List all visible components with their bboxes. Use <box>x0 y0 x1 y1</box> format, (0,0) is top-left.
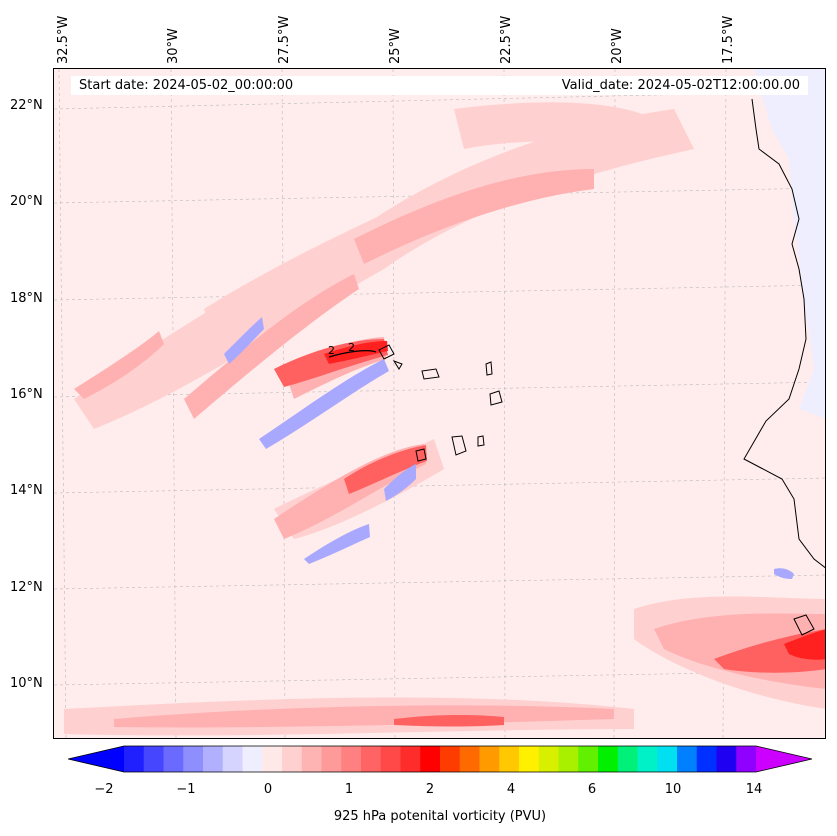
lat-label: 10°N <box>10 676 43 691</box>
colorbar-segment <box>242 746 263 772</box>
islands <box>378 344 815 636</box>
colorbar-tick-label: 0 <box>263 782 273 797</box>
lon-label: 32.5°W <box>56 15 71 64</box>
colorbar-tick-label: 4 <box>506 782 516 797</box>
coastline <box>743 98 825 569</box>
colorbar-segment <box>637 746 658 772</box>
colorbar-segment <box>163 746 184 772</box>
lon-label: 25°W <box>388 28 403 64</box>
colorbar-over-arrow <box>756 746 812 772</box>
lat-label: 22°N <box>10 98 43 113</box>
colorbar-title: 925 hPa potenital vorticity (PVU) <box>333 809 547 824</box>
colorbar-segment <box>400 746 421 772</box>
colorbar-tick-label: 6 <box>587 782 597 797</box>
lat-label: 14°N <box>10 483 43 498</box>
colorbar-tick-label: 14 <box>745 782 763 797</box>
colorbar-segment <box>440 746 461 772</box>
lon-label: 22.5°W <box>499 15 514 64</box>
colorbar-segment <box>262 746 283 772</box>
colorbar-segment <box>499 746 520 772</box>
colorbar-segment <box>222 746 243 772</box>
colorbar <box>68 745 812 773</box>
lon-label: 17.5°W <box>721 15 736 64</box>
colorbar-segment <box>321 746 342 772</box>
colorbar-segment <box>301 746 322 772</box>
lon-label: 27.5°W <box>277 15 292 64</box>
colorbar-segment <box>617 746 638 772</box>
lon-label: 20°W <box>610 28 625 64</box>
date-info-bar: Start date: 2024-05-02_00:00:00 Valid_da… <box>71 76 808 95</box>
lat-label: 18°N <box>10 291 43 306</box>
pv-field-negative <box>224 317 794 579</box>
colorbar-segment <box>519 746 540 772</box>
colorbar-segment <box>479 746 500 772</box>
colorbar-segment <box>558 746 579 772</box>
land-tint <box>754 69 825 419</box>
colorbar-segment <box>598 746 619 772</box>
colorbar-tick-label: −2 <box>94 782 114 797</box>
colorbar-tick-label: −1 <box>176 782 196 797</box>
pv-field-peak <box>324 341 825 660</box>
start-date-label: Start date: 2024-05-02_00:00:00 <box>79 78 294 93</box>
colorbar-segment <box>538 746 559 772</box>
colorbar-segment <box>736 746 757 772</box>
colorbar-outline <box>68 745 812 773</box>
colorbar-segment <box>578 746 599 772</box>
pv-map <box>54 69 825 738</box>
colorbar-segment <box>282 746 303 772</box>
colorbar-under-arrow <box>68 746 124 772</box>
colorbar-segment <box>657 746 678 772</box>
pv-contour-2 <box>328 350 377 358</box>
colorbar-segment <box>143 746 164 772</box>
colorbar-segment <box>459 746 480 772</box>
colorbar-segment <box>203 746 224 772</box>
colorbar-segment <box>183 746 204 772</box>
lat-label: 20°N <box>10 194 43 209</box>
colorbar-segment <box>696 746 717 772</box>
map-panel: 2 2 <box>53 68 826 739</box>
colorbar-segment <box>677 746 698 772</box>
colorbar-segment <box>341 746 362 772</box>
pv-field-mid <box>74 169 825 728</box>
lat-label: 16°N <box>10 387 43 402</box>
colorbar-segment <box>124 746 145 772</box>
colorbar-tick-label: 1 <box>344 782 354 797</box>
lon-label: 30°W <box>166 28 181 64</box>
colorbar-segment <box>716 746 737 772</box>
colorbar-tick-label: 10 <box>664 782 682 797</box>
valid-date-label: Valid_date: 2024-05-02T12:00:00.00 <box>561 78 800 93</box>
contour-label: 2 <box>348 341 355 354</box>
colorbar-segment <box>420 746 441 772</box>
colorbar-tick-label: 2 <box>425 782 435 797</box>
lat-label: 12°N <box>10 580 43 595</box>
colorbar-segment <box>361 746 382 772</box>
contour-label: 2 <box>328 344 335 357</box>
colorbar-segment <box>380 746 401 772</box>
